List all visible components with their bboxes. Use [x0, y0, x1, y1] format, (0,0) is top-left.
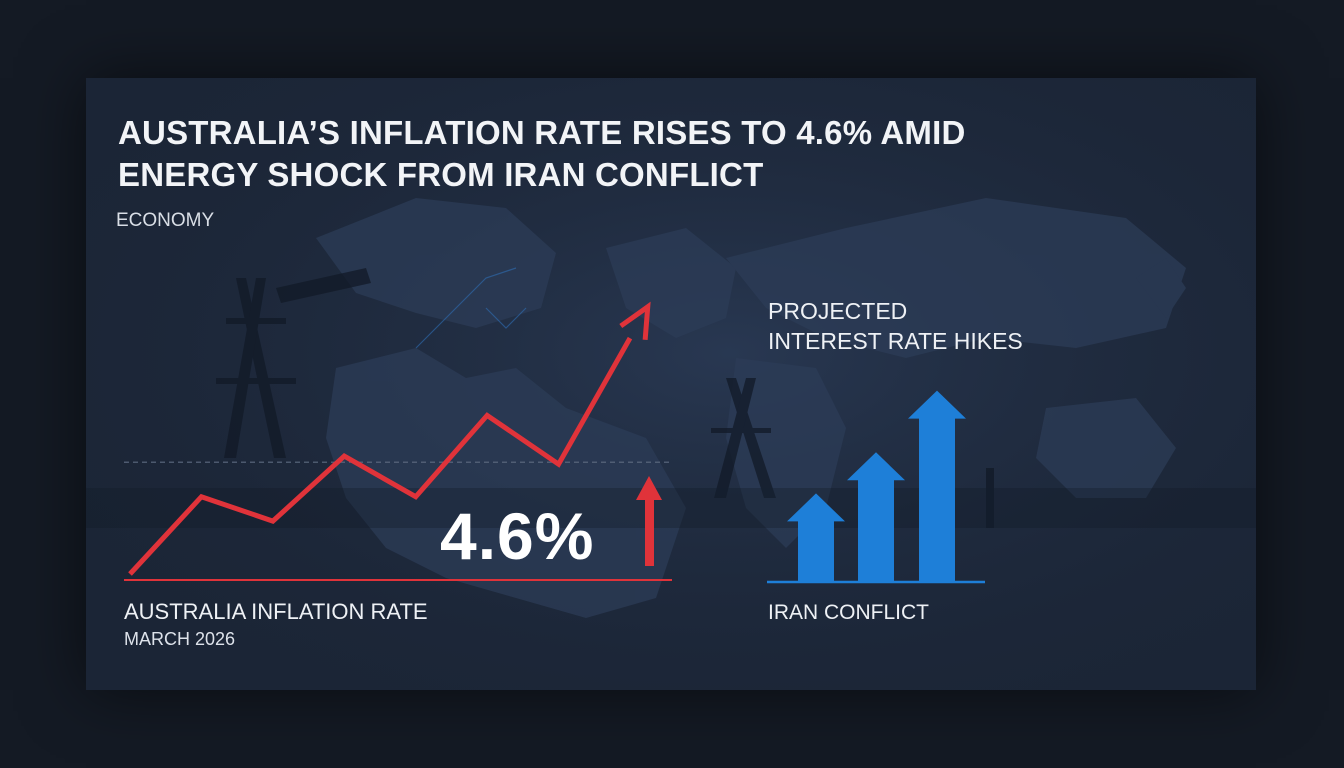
inflation-chart-title: AUSTRALIA INFLATION RATE — [124, 599, 428, 624]
category-label: ECONOMY — [116, 210, 215, 231]
hike-arrow-bar-1 — [787, 493, 845, 582]
hike-arrow-bar-3 — [908, 390, 966, 582]
inflation-line — [128, 336, 633, 576]
inflation-line-arrowhead — [619, 301, 651, 341]
inflation-value-label: 4.6% — [440, 499, 595, 573]
hikes-x-label: IRAN CONFLICT — [768, 601, 930, 624]
headline: AUSTRALIA’S INFLATION RATE RISES TO 4.6%… — [118, 112, 1118, 196]
headline-line-1: AUSTRALIA’S INFLATION RATE RISES TO 4.6%… — [118, 114, 966, 151]
inflation-up-arrow-head — [636, 476, 662, 500]
inflation-up-arrow-shaft — [645, 500, 654, 566]
hike-arrow-bar-2 — [847, 452, 905, 582]
headline-line-2: ENERGY SHOCK FROM IRAN CONFLICT — [118, 156, 764, 193]
hikes-title-line-2: INTEREST RATE HIKES — [768, 328, 1023, 354]
hikes-title-line-1: PROJECTED — [768, 298, 908, 324]
inflation-chart-subtitle: MARCH 2026 — [124, 629, 236, 649]
